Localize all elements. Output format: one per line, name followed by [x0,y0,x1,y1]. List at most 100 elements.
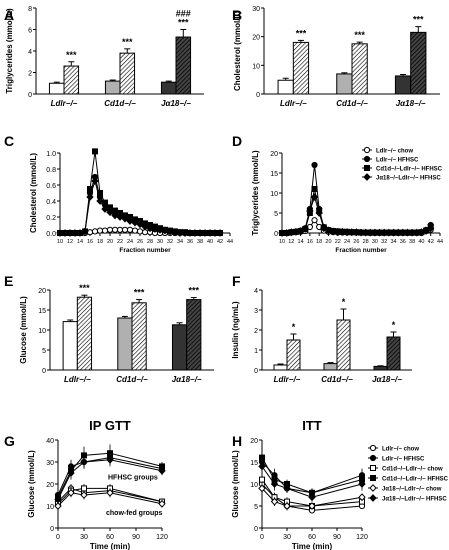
data-point [111,226,119,233]
x-tick-label: 18 [97,239,103,245]
significance-marker: *** [189,286,200,296]
data-point [71,229,79,237]
significance-marker: *** [296,28,307,38]
data-point [131,227,139,234]
x-tick-label: 60 [308,534,316,541]
x-category-label: Jα18−/− [161,99,191,108]
data-point [324,226,333,235]
y-tick-label: 15 [270,171,278,178]
data-point [358,480,366,488]
y-tick-label: 5 [254,504,258,511]
y-tick-label: 0 [274,231,278,238]
data-point [126,217,134,225]
panel-letter-e: E [4,273,13,289]
y-tick-label: 10 [270,191,278,198]
legend-entry: Jα18−/−Ldlr−/− HFHSC [382,497,447,503]
data-point [151,225,159,233]
y-tick-label: 20 [270,151,278,158]
x-category-label: Jα18−/− [172,375,202,384]
y-tick-label: 10 [250,482,258,489]
x-tick-label: 40 [207,239,213,245]
bar-e-2-0 [171,324,188,371]
x-tick-label: 34 [177,239,183,245]
chart-h: 0 5 10 15 20 Glucose (mmol/L) 0 30 60 90 120 Time (… [231,418,368,550]
data-point [96,197,104,205]
y-tick-label: 1 [254,348,258,355]
x-tick-label: 16 [87,239,93,245]
y-tick-label: 0.4 [46,199,56,206]
x-category-label: Jα18−/− [396,99,426,108]
data-point [320,224,328,233]
y-tick-label: 10 [46,504,54,511]
legend-entry: Cd1d−/−Ldlr−/− HFHSC [382,477,449,483]
x-tick-label: 90 [132,534,140,541]
x-tick-label: 36 [400,239,406,245]
y-tick-label: 0 [28,92,32,99]
data-point [66,229,74,237]
data-point [121,226,129,233]
data-point [81,485,87,492]
y-tick-label: 0 [254,368,258,375]
data-point [86,229,94,236]
x-tick-label: 38 [409,239,415,245]
panel-letter-c: C [4,133,14,149]
x-tick-label: 28 [363,239,369,245]
legend-marker [369,444,377,452]
x-tick-label: 14 [77,239,83,245]
data-point [54,502,62,510]
data-point [352,228,361,237]
data-point [310,193,319,201]
data-point [311,217,318,224]
panel-letter-d: D [232,133,242,149]
y-tick-label: 0 [256,92,260,99]
bar-e-1-0 [117,317,133,371]
legend-entry: Cd1d−/−Ldlr−/− chow [382,467,443,473]
data-point [315,209,323,217]
x-tick-label: 24 [127,239,133,245]
x-tick-label: 30 [283,534,291,541]
data-point [146,224,154,233]
significance-marker: * [342,297,346,307]
y-tick-label: 40 [46,438,54,445]
y-tick-label: 6 [28,28,32,35]
panel-letter-h: H [232,433,242,449]
bar-f-1-0 [323,363,338,371]
legend-entry: Jα18−/−Ldlr−/− chow [382,487,442,493]
y-tick-label: 2 [28,71,32,78]
data-point [106,226,114,233]
bar-e-2-1 [186,299,202,371]
y-tick-label: 30 [252,6,260,13]
x-tick-label: 16 [307,239,313,245]
data-point [126,226,134,233]
y-tick-label: 10 [38,328,46,335]
x-tick-label: 36 [187,239,193,245]
data-point [301,225,309,233]
legend-entry: Ldlr−/− chow [376,149,413,155]
data-point [329,227,337,236]
data-point [338,227,347,236]
data-point [191,229,199,237]
x-tick-label: 10 [279,239,285,245]
legend-marker [363,173,371,181]
x-category-label: Ldlr−/− [64,375,91,384]
group-label: HFHSC groups [108,475,158,482]
data-point [186,229,194,237]
y-tick-label: 0.8 [46,167,56,174]
bar-b-1-0 [336,73,353,95]
x-tick-label: 44 [437,239,443,245]
legend-entry: Cd1d−/−Ldlr−/− HFHSC [376,167,443,173]
bar-a-2-1 [175,36,192,95]
data-point [116,213,124,221]
x-tick-label: 120 [356,534,368,541]
data-point [86,193,94,201]
y-tick-label: 5 [42,348,46,355]
x-tick-label: 12 [67,239,73,245]
y-axis-label: Triglycerides (mmol/L) [251,150,260,236]
data-point [67,488,75,497]
data-point [181,229,189,237]
data-point [158,499,166,508]
data-point [81,227,89,236]
data-point [121,214,129,223]
chart-f: 0 1 2 3 4 Insulin (ng/mL) Ldlr−/− Cd1d−/− Jα18−/… [231,288,412,384]
